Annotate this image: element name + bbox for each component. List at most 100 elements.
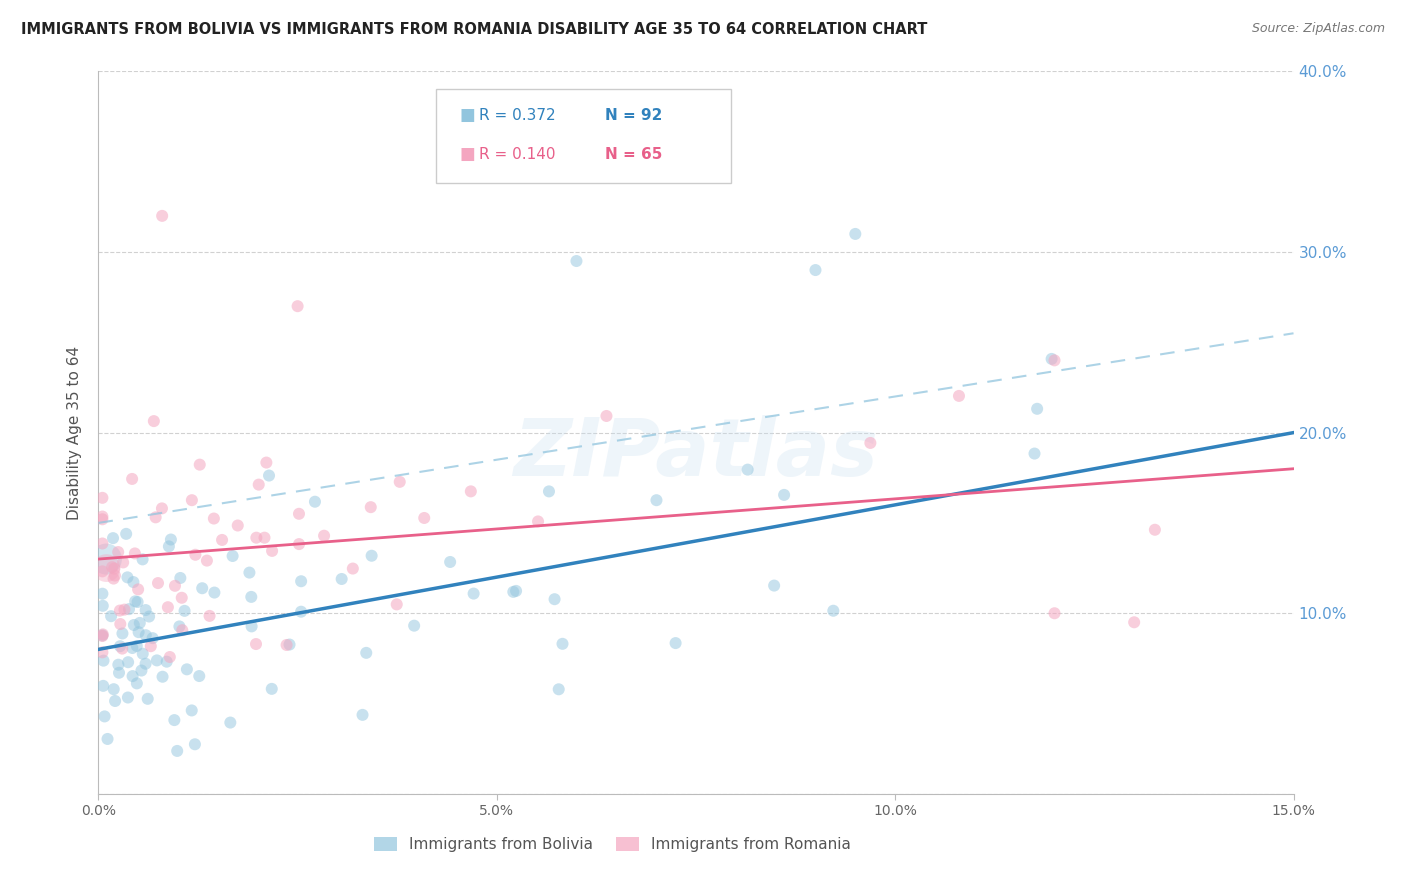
Point bbox=[135, 603, 157, 617]
Point bbox=[107, 545, 129, 559]
Point bbox=[156, 600, 179, 615]
Point bbox=[160, 533, 183, 547]
Point bbox=[103, 572, 125, 586]
Text: IMMIGRANTS FROM BOLIVIA VS IMMIGRANTS FROM ROMANIA DISABILITY AGE 35 TO 64 CORRE: IMMIGRANTS FROM BOLIVIA VS IMMIGRANTS FR… bbox=[21, 22, 928, 37]
Point bbox=[103, 561, 125, 575]
Point bbox=[93, 654, 115, 668]
Point bbox=[527, 515, 550, 529]
Point bbox=[238, 566, 260, 580]
Point bbox=[117, 570, 139, 584]
Point bbox=[159, 650, 181, 665]
Point bbox=[254, 456, 277, 470]
Point bbox=[172, 623, 194, 637]
Text: ■: ■ bbox=[460, 145, 475, 163]
Point bbox=[685, 145, 707, 160]
Point bbox=[330, 572, 353, 586]
Point bbox=[221, 549, 243, 563]
Point bbox=[360, 500, 382, 515]
Point bbox=[211, 533, 233, 547]
Point bbox=[169, 571, 191, 585]
Point bbox=[342, 561, 364, 575]
Point bbox=[188, 458, 211, 472]
Point bbox=[184, 548, 207, 562]
Point bbox=[107, 657, 129, 672]
Point bbox=[278, 638, 301, 652]
Point bbox=[1040, 351, 1063, 366]
Point bbox=[262, 544, 284, 558]
Point bbox=[645, 493, 668, 508]
Point bbox=[198, 608, 221, 623]
Point bbox=[91, 629, 114, 643]
Point bbox=[139, 639, 162, 653]
Point bbox=[91, 627, 114, 641]
Point bbox=[117, 690, 139, 705]
Point bbox=[1024, 446, 1046, 460]
Legend: Immigrants from Bolivia, Immigrants from Romania: Immigrants from Bolivia, Immigrants from… bbox=[367, 831, 858, 858]
Point bbox=[100, 609, 122, 624]
Point bbox=[117, 655, 139, 669]
Point bbox=[135, 657, 157, 671]
Point bbox=[502, 585, 524, 599]
Point bbox=[385, 598, 408, 612]
Point bbox=[257, 468, 280, 483]
Point bbox=[226, 518, 249, 533]
Point bbox=[202, 511, 225, 525]
Point bbox=[146, 576, 169, 591]
Point bbox=[122, 618, 145, 632]
Text: R = 0.140: R = 0.140 bbox=[479, 147, 555, 161]
Point bbox=[138, 609, 160, 624]
Point bbox=[91, 491, 114, 505]
Point bbox=[91, 599, 114, 613]
Point bbox=[108, 603, 131, 617]
Point bbox=[142, 414, 165, 428]
Point bbox=[219, 715, 242, 730]
Point bbox=[180, 493, 202, 508]
Point bbox=[101, 531, 124, 545]
Point bbox=[1026, 401, 1049, 416]
Point bbox=[125, 639, 148, 653]
Point bbox=[763, 578, 786, 592]
Point bbox=[136, 691, 159, 706]
Text: ZIPatlas: ZIPatlas bbox=[513, 416, 879, 493]
Point bbox=[163, 579, 186, 593]
Point bbox=[150, 501, 173, 516]
Point bbox=[288, 537, 311, 551]
Point bbox=[184, 737, 207, 751]
Point bbox=[388, 475, 411, 489]
Point bbox=[240, 590, 263, 604]
Point bbox=[104, 694, 127, 708]
Point bbox=[96, 731, 118, 746]
Text: ■: ■ bbox=[460, 106, 475, 124]
Point bbox=[170, 591, 193, 605]
Point bbox=[537, 484, 560, 499]
Point bbox=[547, 682, 569, 697]
Point bbox=[260, 681, 283, 696]
Point bbox=[135, 628, 157, 642]
Point bbox=[96, 561, 118, 575]
Point bbox=[96, 552, 118, 566]
Point bbox=[169, 619, 191, 633]
Point bbox=[91, 536, 114, 550]
Point bbox=[118, 602, 141, 616]
Text: N = 92: N = 92 bbox=[605, 108, 662, 122]
Point bbox=[859, 436, 882, 450]
Point bbox=[773, 488, 796, 502]
Point bbox=[290, 574, 312, 589]
Point bbox=[91, 512, 114, 526]
Point bbox=[460, 484, 482, 499]
Point bbox=[111, 626, 134, 640]
Point bbox=[157, 540, 180, 554]
Point bbox=[360, 549, 382, 563]
Point bbox=[124, 546, 146, 560]
Point bbox=[127, 595, 149, 609]
Point bbox=[122, 575, 145, 590]
Point bbox=[132, 647, 155, 661]
Point bbox=[352, 707, 374, 722]
Point bbox=[195, 553, 218, 567]
Point bbox=[104, 568, 127, 582]
Point bbox=[543, 592, 565, 607]
Point bbox=[112, 556, 135, 570]
Text: Source: ZipAtlas.com: Source: ZipAtlas.com bbox=[1251, 22, 1385, 36]
Point bbox=[247, 477, 270, 491]
Point bbox=[91, 645, 114, 659]
